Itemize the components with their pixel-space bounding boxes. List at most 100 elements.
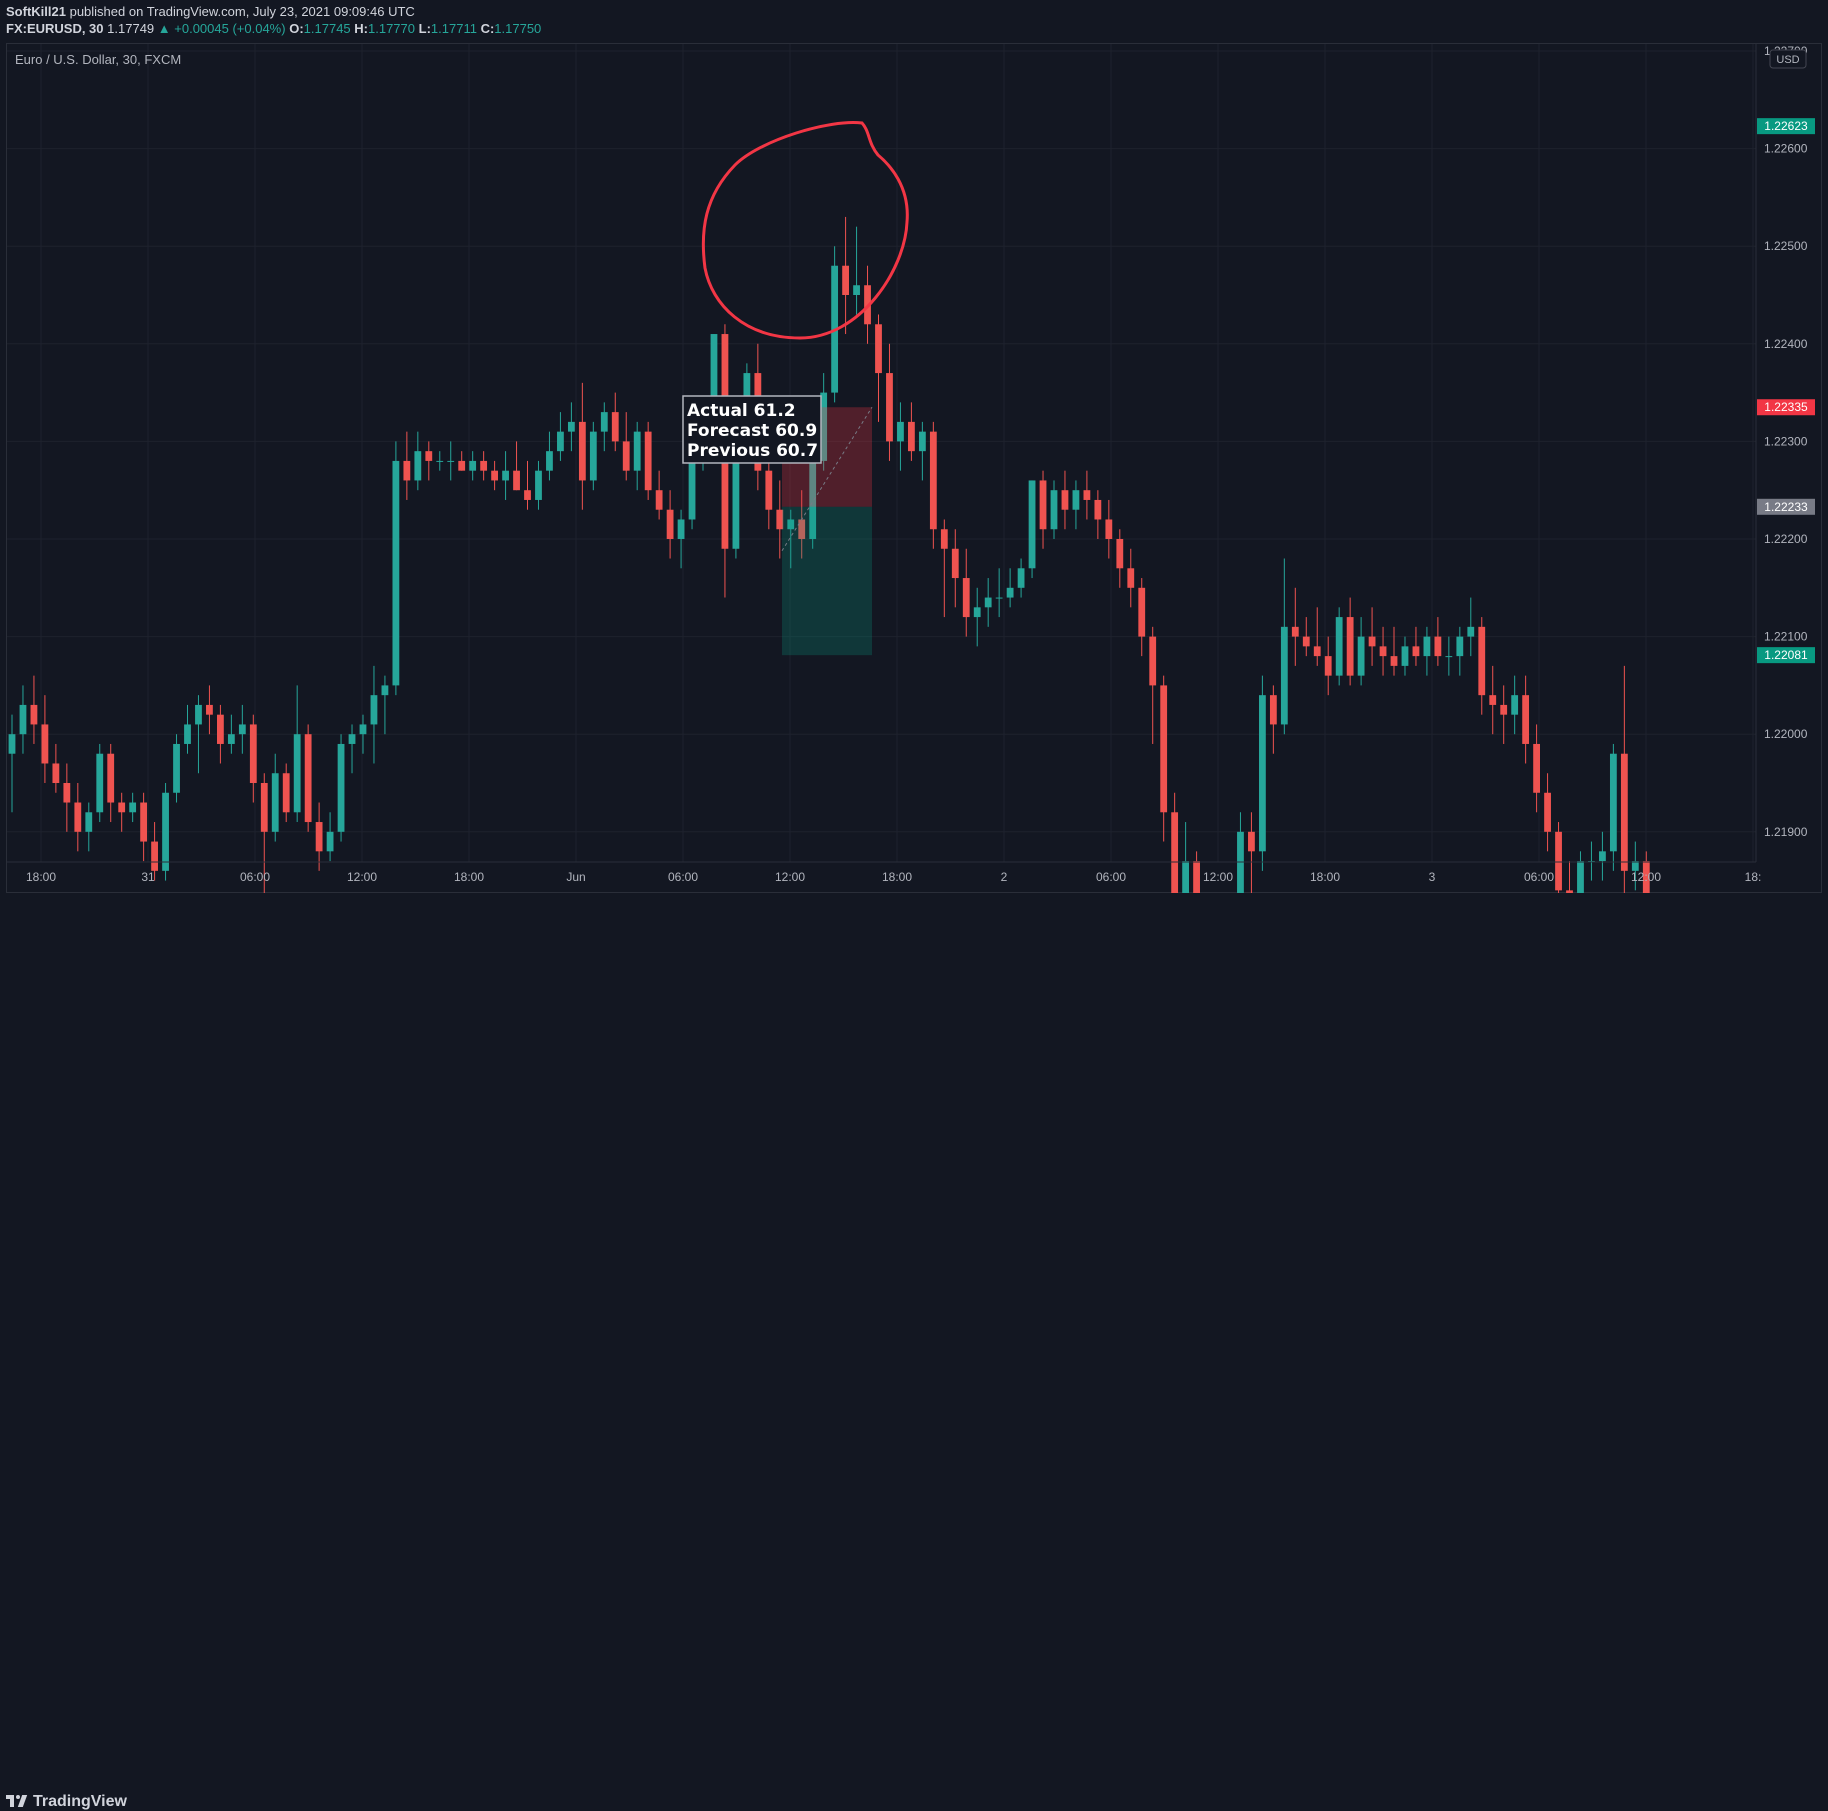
candle-body[interactable] xyxy=(1248,831,1255,852)
candle-body[interactable] xyxy=(710,334,718,413)
candle-body[interactable] xyxy=(1609,753,1617,852)
candle-body[interactable] xyxy=(897,421,904,442)
candle-body[interactable] xyxy=(74,802,82,832)
candle-body[interactable] xyxy=(951,548,959,579)
author-name[interactable]: SoftKill21 xyxy=(6,4,66,19)
candle-body[interactable] xyxy=(1171,812,1179,893)
candle-body[interactable] xyxy=(129,802,137,813)
candle-body[interactable] xyxy=(929,431,937,530)
candle-body[interactable] xyxy=(30,704,38,725)
candle-body[interactable] xyxy=(326,831,334,852)
candle-body[interactable] xyxy=(677,519,685,539)
candle-body[interactable] xyxy=(469,460,477,471)
candle-body[interactable] xyxy=(359,724,367,735)
candle-body[interactable] xyxy=(666,509,674,539)
candle-body[interactable] xyxy=(260,783,268,832)
candle-body[interactable] xyxy=(96,753,104,813)
candle-body[interactable] xyxy=(206,704,213,715)
candle-body[interactable] xyxy=(249,724,257,783)
candle-body[interactable] xyxy=(1620,753,1628,871)
candle-body[interactable] xyxy=(1182,861,1190,893)
candle-body[interactable] xyxy=(962,578,970,618)
candle-body[interactable] xyxy=(162,792,169,871)
candle-body[interactable] xyxy=(1566,890,1573,893)
candle-body[interactable] xyxy=(1357,636,1365,676)
candle-body[interactable] xyxy=(1631,861,1639,871)
candle-body[interactable] xyxy=(1105,519,1113,539)
candle-body[interactable] xyxy=(458,460,466,471)
candle-body[interactable] xyxy=(151,841,158,871)
candle-body[interactable] xyxy=(1094,499,1102,520)
candle-body[interactable] xyxy=(820,392,828,461)
candle-body[interactable] xyxy=(1335,617,1343,676)
candle-body[interactable] xyxy=(1302,636,1310,647)
candle-body[interactable] xyxy=(1346,617,1354,676)
candle-body[interactable] xyxy=(140,802,148,842)
candle-body[interactable] xyxy=(1434,636,1442,657)
candle-body[interactable] xyxy=(1258,695,1266,852)
candle-body[interactable] xyxy=(304,734,312,823)
candle-body[interactable] xyxy=(557,431,564,452)
candle-body[interactable] xyxy=(908,421,915,452)
candle-body[interactable] xyxy=(337,743,345,832)
currency-badge[interactable]: USD xyxy=(1769,49,1807,69)
candle-body[interactable] xyxy=(1083,490,1091,500)
candle-body[interactable] xyxy=(995,597,1003,599)
candle-body[interactable] xyxy=(611,412,619,442)
candle-body[interactable] xyxy=(1390,656,1398,666)
candle-body[interactable] xyxy=(381,685,389,696)
candle-body[interactable] xyxy=(1379,646,1387,657)
candle-body[interactable] xyxy=(984,597,992,608)
candle-body[interactable] xyxy=(600,412,608,432)
candle-body[interactable] xyxy=(886,373,893,442)
candle-body[interactable] xyxy=(1193,861,1200,893)
candle-body[interactable] xyxy=(655,490,663,510)
candle-body[interactable] xyxy=(1324,656,1332,676)
candle-body[interactable] xyxy=(315,822,323,852)
candle-body[interactable] xyxy=(1127,568,1135,588)
candle-body[interactable] xyxy=(63,783,71,803)
candle-body[interactable] xyxy=(392,460,400,686)
candle-body[interactable] xyxy=(524,490,531,500)
candle-body[interactable] xyxy=(1642,861,1650,893)
candle-body[interactable] xyxy=(1555,831,1562,891)
candle-body[interactable] xyxy=(1061,490,1069,510)
candle-body[interactable] xyxy=(293,734,301,813)
candle-body[interactable] xyxy=(1017,568,1025,588)
candle-body[interactable] xyxy=(1291,626,1299,637)
candle-body[interactable] xyxy=(1500,704,1508,715)
candle-body[interactable] xyxy=(1006,587,1014,598)
candle-body[interactable] xyxy=(765,470,773,510)
candle-body[interactable] xyxy=(1050,490,1058,530)
candle-body[interactable] xyxy=(644,431,652,491)
candle-body[interactable] xyxy=(1511,695,1519,715)
candle-body[interactable] xyxy=(1544,792,1551,832)
candle-body[interactable] xyxy=(447,460,455,462)
candle-body[interactable] xyxy=(1280,626,1288,725)
annotation-box[interactable]: Actual 61.2 Forecast 60.9 Previous 60.7 xyxy=(682,395,822,464)
candle-body[interactable] xyxy=(184,724,191,744)
candle-body[interactable] xyxy=(1423,636,1431,657)
candle-body[interactable] xyxy=(1456,636,1464,657)
candle-body[interactable] xyxy=(688,460,696,520)
candle-body[interactable] xyxy=(502,470,509,481)
candle-body[interactable] xyxy=(1368,636,1376,647)
candle-body[interactable] xyxy=(8,734,16,754)
candle-body[interactable] xyxy=(1149,636,1157,686)
candle-body[interactable] xyxy=(633,431,641,471)
candle-body[interactable] xyxy=(940,529,948,549)
tradingview-logo[interactable]: TradingView xyxy=(6,1793,127,1811)
candle-body[interactable] xyxy=(1599,851,1606,862)
candle-body[interactable] xyxy=(1533,743,1541,793)
candle-body[interactable] xyxy=(787,519,795,530)
candle-body[interactable] xyxy=(1467,626,1475,637)
candle-body[interactable] xyxy=(1313,646,1321,657)
candle-body[interactable] xyxy=(216,714,224,744)
candle-body[interactable] xyxy=(195,704,202,725)
candle-body[interactable] xyxy=(1269,695,1277,725)
candle-body[interactable] xyxy=(282,773,290,813)
candle-body[interactable] xyxy=(491,470,499,481)
candle-body[interactable] xyxy=(809,460,817,539)
candle-body[interactable] xyxy=(1478,626,1486,696)
candle-body[interactable] xyxy=(1412,646,1420,657)
